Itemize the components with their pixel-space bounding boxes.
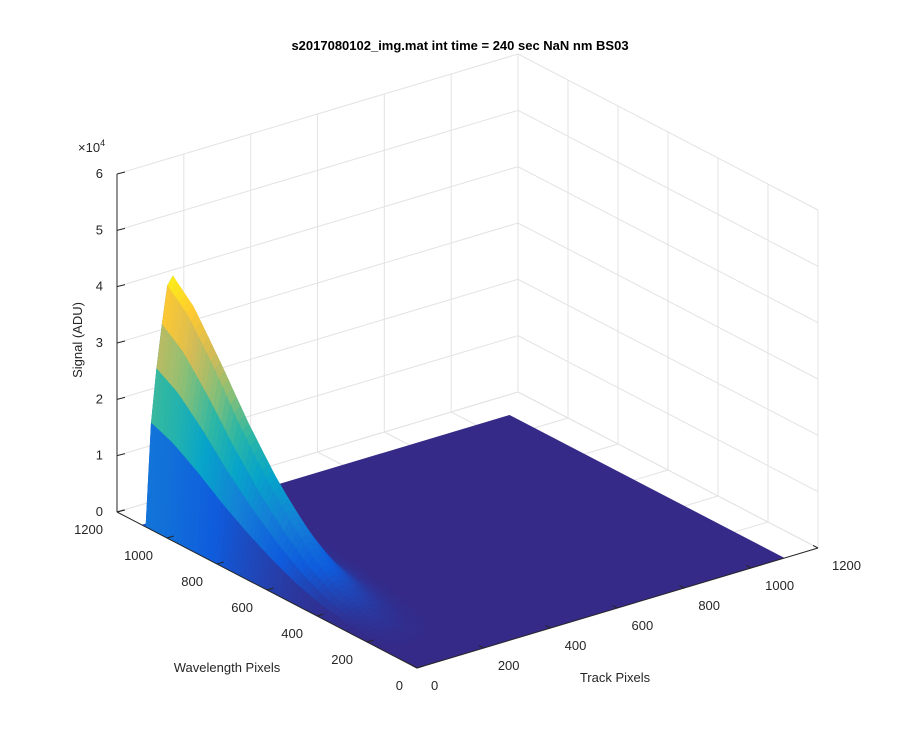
grid-line-z — [116, 278, 819, 436]
y-tick-label: 600 — [231, 600, 253, 615]
x-tick-label: 400 — [565, 638, 587, 653]
chart-title: s2017080102_img.mat int time = 240 sec N… — [291, 38, 628, 53]
z-exponent-base: ×10 — [78, 140, 100, 155]
z-tick-mark — [116, 453, 126, 457]
y-tick-label: 1200 — [74, 522, 103, 537]
y-tick-label: 200 — [331, 652, 353, 667]
grid-line-z — [116, 222, 819, 380]
z-tick-mark — [116, 396, 126, 400]
x-tick-label: 600 — [632, 618, 654, 633]
tick-labels: 0200400600800100012000200400600800100012… — [74, 166, 861, 693]
x-tick-label: 800 — [698, 598, 720, 613]
y-tick-mark — [316, 613, 324, 617]
y-tick-label: 0 — [396, 678, 403, 693]
y-tick-label: 800 — [181, 574, 203, 589]
z-tick-label: 0 — [96, 504, 103, 519]
y-tick-label: 400 — [281, 626, 303, 641]
z-tick-label: 3 — [96, 335, 103, 350]
z-tick-label: 2 — [96, 391, 103, 406]
z-tick-label: 6 — [96, 166, 103, 181]
x-tick-label: 1000 — [765, 578, 794, 593]
x-tick-mark — [478, 644, 485, 649]
z-tick-label: 1 — [96, 448, 103, 463]
x-tick-label: 1200 — [832, 558, 861, 573]
y-tick-mark — [416, 665, 424, 669]
x-tick-mark — [745, 564, 752, 569]
z-tick-mark — [116, 171, 126, 175]
x-tick-label: 0 — [431, 678, 438, 693]
z-tick-label: 4 — [96, 279, 103, 294]
z-tick-label: 5 — [96, 222, 103, 237]
x-tick-mark — [812, 544, 819, 549]
z-tick-mark — [116, 284, 126, 288]
grid-line-z — [116, 166, 819, 324]
y-tick-label: 1000 — [124, 548, 153, 563]
z-tick-mark — [116, 509, 126, 513]
grid-line-z — [116, 53, 819, 211]
y-tick-mark — [266, 587, 274, 591]
x-tick-mark — [679, 584, 685, 589]
z-axis-label: Signal (ADU) — [70, 302, 85, 378]
y-tick-mark — [216, 561, 224, 565]
z-exponent-multiplier: ×104 — [78, 138, 105, 155]
x-tick-label: 200 — [498, 658, 520, 673]
z-tick-mark — [116, 340, 126, 344]
y-tick-mark — [166, 535, 174, 539]
grid-line-z — [116, 335, 819, 493]
y-tick-mark — [366, 639, 374, 643]
x-tick-mark — [545, 624, 551, 629]
z-exponent-power: 4 — [100, 138, 105, 148]
x-tick-mark — [411, 664, 418, 669]
z-tick-mark — [116, 227, 126, 231]
surface-patch — [402, 640, 413, 645]
x-tick-mark — [612, 604, 618, 609]
signal-surface — [141, 275, 429, 646]
grid-line-z — [116, 109, 819, 267]
y-axis-label: Wavelength Pixels — [174, 660, 281, 675]
x-axis-label: Track Pixels — [580, 670, 651, 685]
surface-patch — [388, 641, 399, 646]
